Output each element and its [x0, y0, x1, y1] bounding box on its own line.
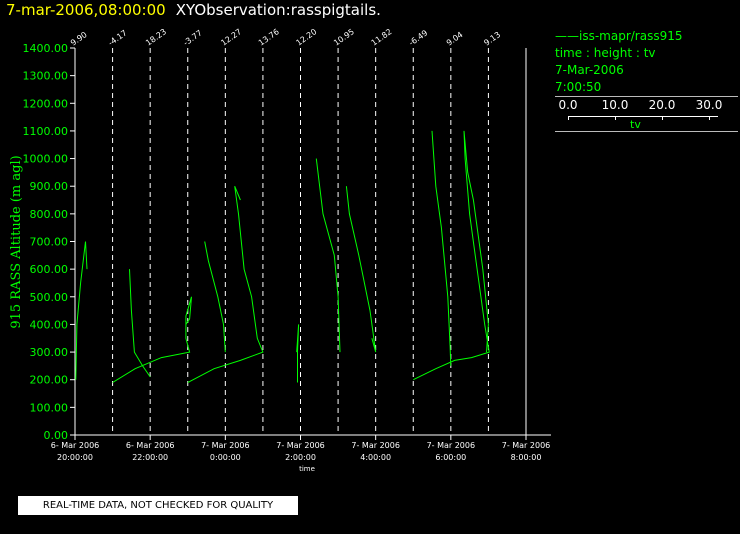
x-tick-date-label: 6- Mar 2006: [51, 441, 100, 450]
y-ticks: 0.00 100.00 200.00 300.00 400.00 500.00 600.00…: [23, 42, 75, 442]
y-tick-label: 1000.00: [23, 153, 69, 166]
profile-baseline-label: 9.13: [482, 30, 502, 48]
y-tick-label: 800.00: [30, 208, 69, 221]
colorbar-tick: [709, 116, 710, 120]
legend-panel: ——iss-mapr/rass915 time : height : tv 7-…: [555, 28, 740, 132]
colorbar-tick: [662, 116, 663, 120]
y-tick-label: 300.00: [30, 346, 69, 359]
profile-line: [204, 241, 226, 353]
header-observation: XYObservation:rasspigtails.: [175, 1, 381, 19]
legend-date: 7-Mar-2006: [555, 63, 624, 77]
profile-baseline-label: 11.82: [370, 27, 394, 48]
profile-baseline-label: 13.76: [257, 27, 281, 48]
axes: [74, 48, 551, 436]
x-tick-time-label: 22:00:00: [132, 453, 168, 462]
x-tick-date-label: 7- Mar 2006: [351, 441, 400, 450]
legend-divider-top: [555, 96, 738, 97]
x-tick-time-label: 4:00:00: [360, 453, 391, 462]
colorbar-tick: [568, 116, 569, 120]
profile-line: [345, 186, 377, 353]
y-tick-label: 900.00: [30, 180, 69, 193]
profile-baseline-label: 12.27: [219, 27, 243, 48]
y-tick-label: 600.00: [30, 263, 69, 276]
profile-line: [296, 324, 300, 383]
x-tick-time-label: 20:00:00: [57, 453, 93, 462]
y-tick-label: 100.00: [30, 401, 69, 414]
legend-divider-bottom: [555, 131, 738, 132]
x-ticks: 6- Mar 2006 20:00:00 6- Mar 2006 22:00:00 7-…: [51, 435, 551, 462]
y-tick-label: 500.00: [30, 291, 69, 304]
chart-header: 7-mar-2006,08:00:00 XYObservation:rasspig…: [6, 1, 381, 19]
legend-line-sample: ——: [555, 29, 579, 43]
y-tick-label: 1100.00: [23, 125, 69, 138]
profile-baseline-label: -4.17: [107, 28, 129, 47]
profile-line: [431, 130, 452, 366]
profile-baseline-label: -3.77: [182, 28, 204, 47]
colorbar-tick-label: 20.0: [648, 98, 676, 112]
legend-variables: time : height : tv: [555, 46, 656, 60]
profile-line: [75, 241, 88, 380]
y-tick-label: 1200.00: [23, 97, 69, 110]
y-tick-label: 1300.00: [23, 70, 69, 83]
legend-time: 7:00:50: [555, 80, 602, 94]
x-tick-date-label: 6- Mar 2006: [126, 441, 175, 450]
profile-line: [315, 158, 341, 353]
profile-line: [112, 296, 192, 383]
profile-baseline-label: -6.49: [407, 28, 429, 47]
colorbar-tick-label: 10.0: [601, 98, 629, 112]
x-tick-time-label: 0:00:00: [210, 453, 241, 462]
x-tick-date-label: 7- Mar 2006: [201, 441, 250, 450]
profile-baseline-label: 12.20: [294, 27, 318, 48]
colorbar-axis: [568, 116, 718, 117]
colorbar-tick-label: 0.0: [558, 98, 578, 112]
y-axis-label: 915 RASS Altitude (m agl): [9, 155, 24, 328]
colorbar-label: tv: [630, 118, 641, 131]
quality-disclaimer: REAL-TIME DATA, NOT CHECKED FOR QUALITY: [18, 496, 298, 515]
profile-line: [187, 186, 264, 383]
legend-series: ——iss-mapr/rass915: [555, 28, 740, 45]
profile-line: [413, 130, 490, 381]
profile-baseline-label: 9.90: [69, 30, 89, 48]
x-tick-date-label: 7- Mar 2006: [502, 441, 551, 450]
data-series: [75, 130, 490, 383]
profile-baseline-label: 10.95: [332, 27, 356, 48]
y-tick-label: 0.00: [44, 429, 69, 442]
header-date: 7-mar-2006,08:00:00: [6, 1, 166, 19]
colorbar-tick: [615, 116, 616, 120]
profile-baseline-label: 18.23: [144, 27, 168, 48]
profile-baseline-label: 9.04: [445, 30, 465, 48]
legend-series-label: iss-mapr/rass915: [579, 29, 683, 43]
x-axis-label: time: [299, 465, 315, 473]
x-tick-date-label: 7- Mar 2006: [427, 441, 476, 450]
y-tick-label: 1400.00: [23, 42, 69, 55]
profile-baselines: 9.90 -4.17 18.23 -3.77 12.27 13.76 12.20 10.95 1…: [69, 27, 502, 435]
colorbar-tick-label: 30.0: [695, 98, 723, 112]
y-tick-label: 200.00: [30, 374, 69, 387]
x-tick-date-label: 7- Mar 2006: [276, 441, 325, 450]
x-tick-time-label: 8:00:00: [511, 453, 542, 462]
x-tick-time-label: 6:00:00: [435, 453, 466, 462]
y-tick-label: 700.00: [30, 236, 69, 249]
legend-colorbar: 0.0 10.0 20.0 30.0 tv: [555, 97, 740, 131]
x-tick-time-label: 2:00:00: [285, 453, 316, 462]
y-tick-label: 400.00: [30, 318, 69, 331]
profile-line: [129, 269, 151, 378]
